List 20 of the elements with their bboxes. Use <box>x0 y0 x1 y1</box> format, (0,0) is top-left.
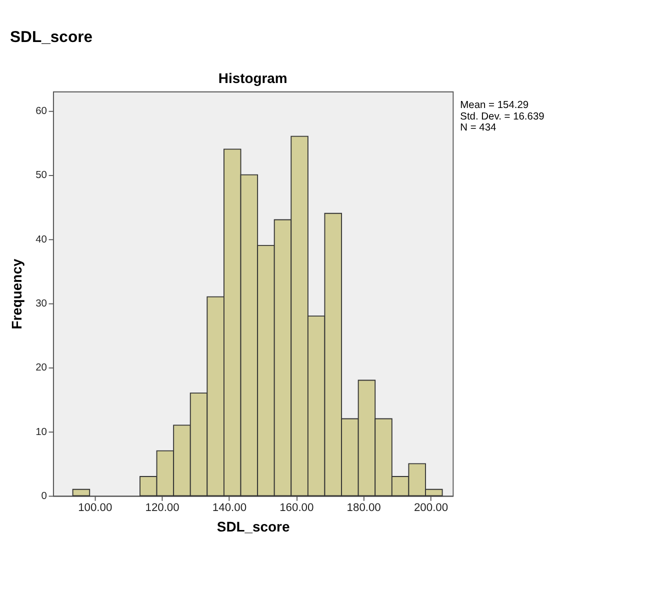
x-axis-title: SDL_score <box>216 518 290 535</box>
y-tick-label: 50 <box>36 170 48 182</box>
chart-title: SDL_score <box>10 29 93 46</box>
text: N = 434 <box>460 122 497 134</box>
y-tick-label: 40 <box>36 234 48 246</box>
y-tick-label: 20 <box>36 362 48 374</box>
y-tick-label: 60 <box>36 106 48 117</box>
x-tick-label: 180.00 <box>346 502 381 514</box>
x-tick-label: 100.00 <box>78 502 112 514</box>
x-tick-label: 140.00 <box>212 502 247 514</box>
text: Mean = 154.29 <box>460 100 529 112</box>
x-tick-label: 120.00 <box>145 502 180 514</box>
y-tick-label: 30 <box>36 298 48 310</box>
y-tick-label: 10 <box>36 426 48 438</box>
x-tick-label: 200.00 <box>414 502 448 514</box>
y-axis-title: Frequency <box>8 258 25 330</box>
y-tick-label: 0 <box>41 491 48 502</box>
chart-subtitle: Histogram <box>218 70 288 86</box>
text: Std. Dev. = 16.639 <box>460 111 545 122</box>
x-tick-label: 160.00 <box>280 502 314 514</box>
